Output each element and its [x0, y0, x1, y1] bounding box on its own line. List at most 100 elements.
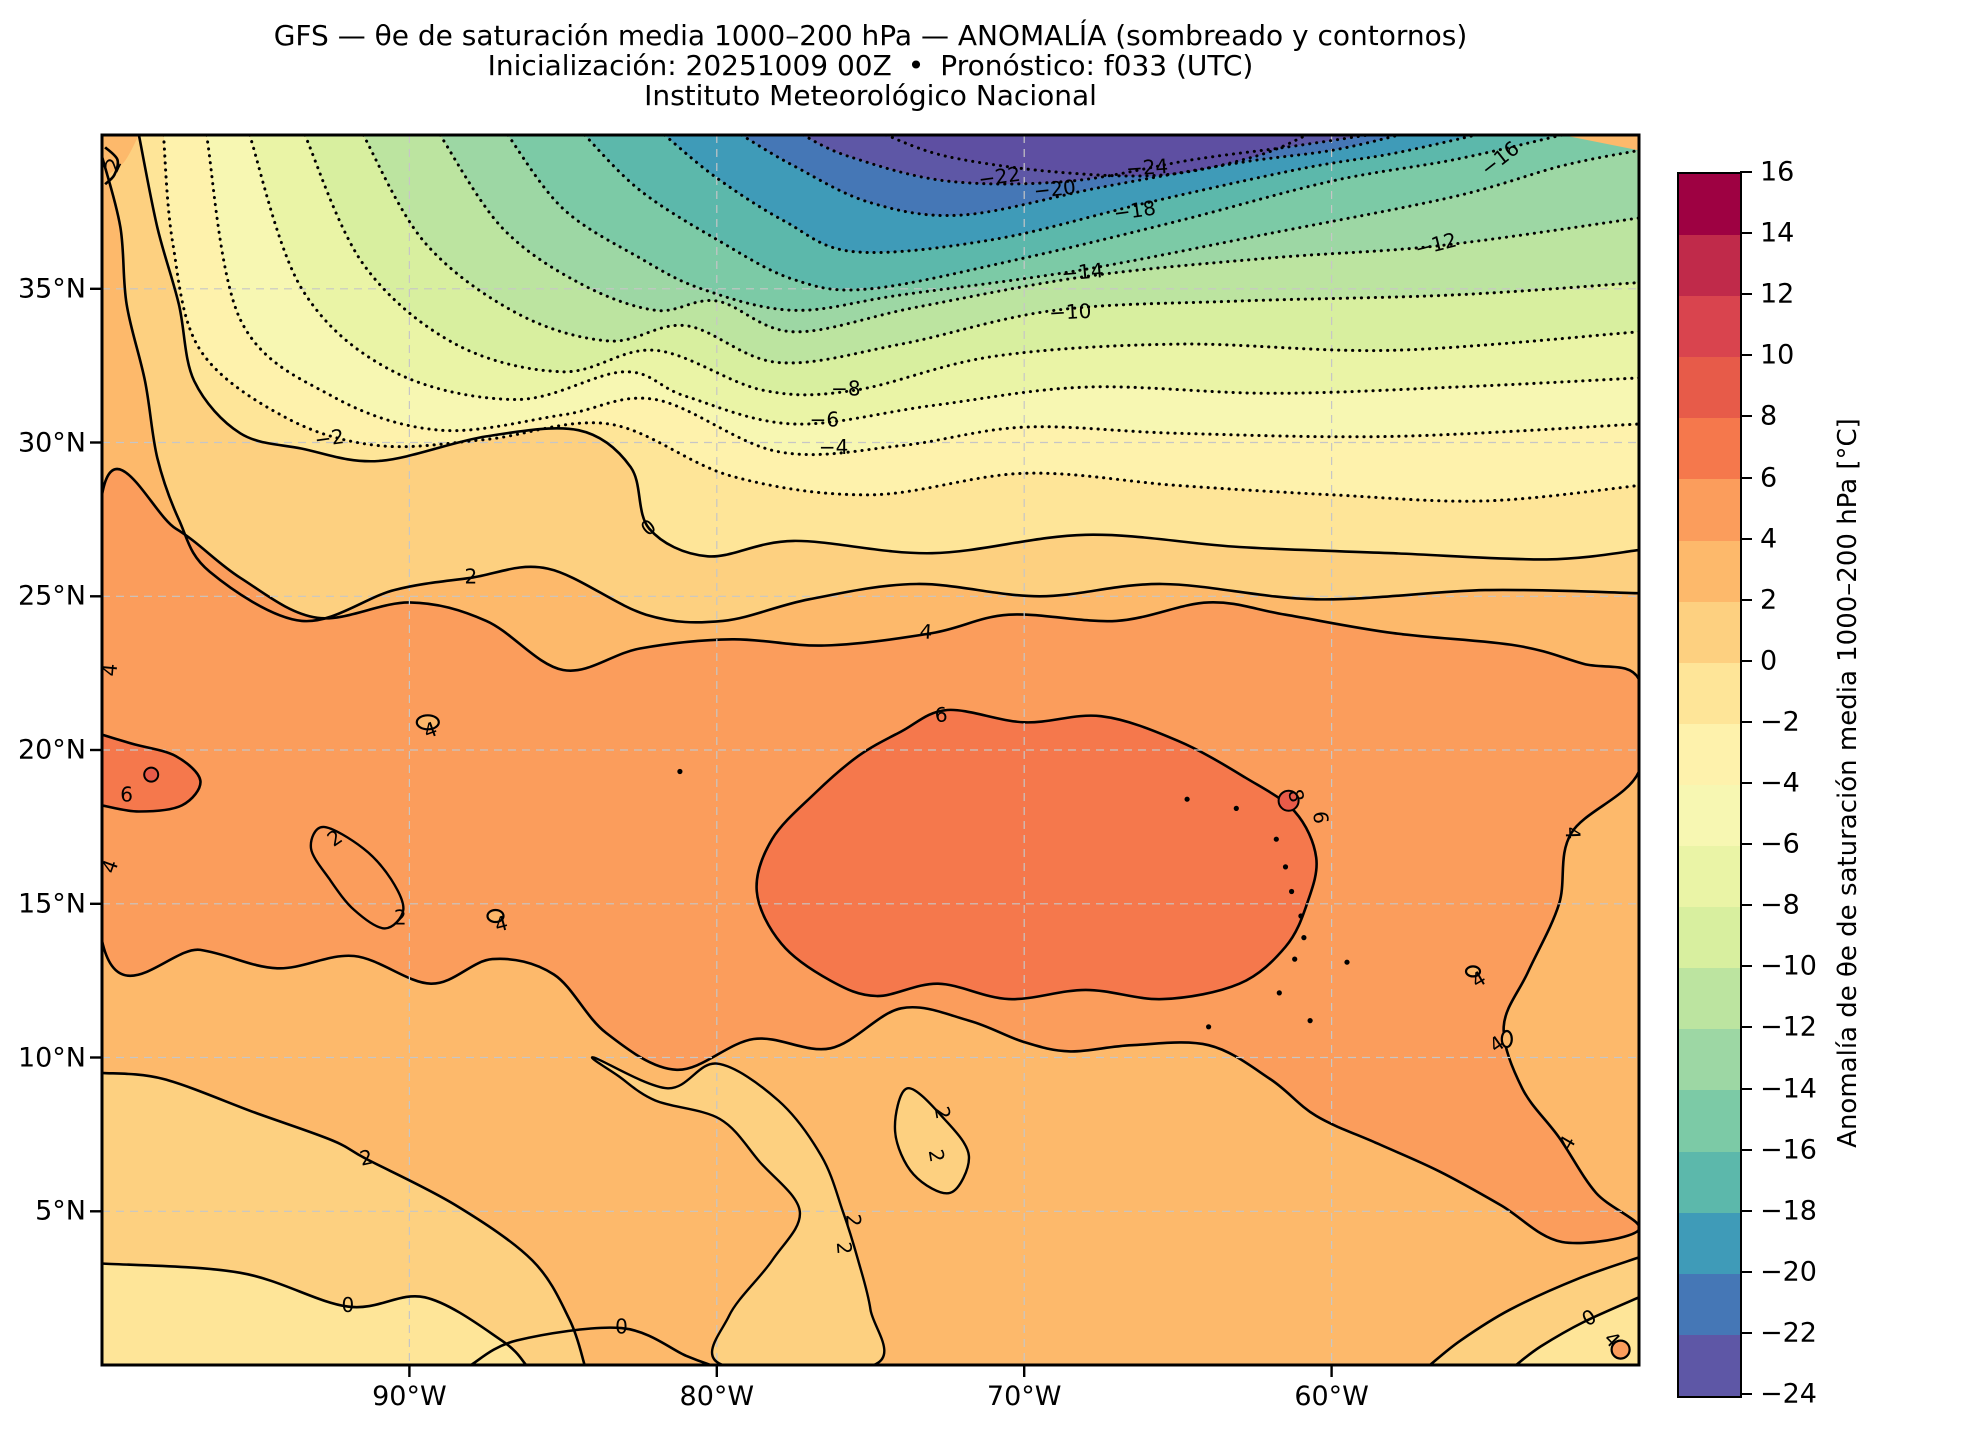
- filled-contour-band: [206, 135, 1639, 455]
- colorbar-tick-mark: [1740, 1148, 1752, 1151]
- colorbar-tick-mark: [1740, 1270, 1752, 1273]
- colorbar: [1677, 172, 1742, 1398]
- colorbar-tick-mark: [1740, 476, 1752, 479]
- contour-label: −20: [1032, 175, 1076, 203]
- colorbar-tick-label: −20: [1760, 1256, 1817, 1288]
- contour-line-solid: [893, 1087, 971, 1195]
- small-island-dot: [1273, 836, 1279, 842]
- contour-label: 0: [342, 1293, 355, 1317]
- institution-line: Instituto Meteorológico Nacional: [644, 79, 1097, 112]
- filled-contour-band: [102, 135, 139, 178]
- x-tick-label: 70°W: [986, 1381, 1062, 1412]
- contour-label: −6: [810, 408, 839, 432]
- colorbar-segment: [1679, 1151, 1740, 1213]
- colorbar-tick-mark: [1740, 232, 1752, 235]
- colorbar-tick-label: −14: [1760, 1073, 1817, 1104]
- colorbar-tick-label: −22: [1760, 1317, 1817, 1349]
- small-island-dot: [677, 768, 683, 775]
- colorbar-tick-mark: [1740, 293, 1752, 296]
- colorbar-tick-label: −6: [1760, 828, 1800, 860]
- filled-contour-band: [163, 135, 1639, 502]
- colorbar-tick-label: 16: [1760, 156, 1795, 188]
- contour-label: 4: [492, 911, 511, 937]
- small-contour-loop: [1464, 965, 1482, 978]
- contour-label: 6: [933, 702, 948, 727]
- colorbar-tick-label: 8: [1760, 400, 1778, 432]
- contour-line-solid: [309, 825, 405, 930]
- contour-line-solid: [104, 146, 120, 186]
- init-time: Inicialización: 20251009 00Z: [487, 49, 892, 82]
- contour-line-dotted: [438, 135, 1639, 334]
- contour-label: −10: [1049, 299, 1092, 325]
- contour-label: 2: [924, 1147, 950, 1164]
- contour-label: 2: [465, 564, 478, 588]
- colorbar-segment: [1679, 1029, 1740, 1091]
- x-tick-label: 80°W: [679, 1381, 755, 1412]
- small-island-dot: [1282, 864, 1289, 870]
- contour-line-solid: [102, 156, 1639, 624]
- filled-contour-band: [249, 135, 1639, 425]
- contour-label: −8: [831, 377, 860, 401]
- contour-line-dotted: [303, 135, 1639, 397]
- colorbar-tick-mark: [1740, 904, 1752, 907]
- contour-label: −4: [819, 435, 848, 459]
- filled-contour-band: [664, 135, 1477, 253]
- contour-label: 2: [841, 1213, 866, 1228]
- colorbar-tick-label: −12: [1760, 1011, 1817, 1043]
- colorbar-tick-mark: [1740, 1209, 1752, 1212]
- filled-contour-band: [102, 1263, 527, 1365]
- contour-label: −18: [1112, 196, 1157, 226]
- map-frame: [100, 133, 1641, 1367]
- colorbar-tick-mark: [1740, 720, 1752, 723]
- small-contour-loop: [486, 908, 505, 924]
- small-island-dot: [1307, 1018, 1313, 1024]
- contour-label: 8: [1283, 786, 1309, 805]
- x-tick-label: 90°W: [372, 1381, 447, 1412]
- x-tick-label: 60°W: [1294, 1381, 1369, 1412]
- contour-line-solid: [102, 1262, 528, 1365]
- small-island-dot: [1206, 1024, 1212, 1030]
- contour-line-solid: [590, 1056, 886, 1365]
- filled-contour-band: [304, 135, 1639, 395]
- y-tick-label: 5°N: [35, 1195, 86, 1227]
- contour-line-dotted: [583, 135, 1564, 292]
- colorbar-tick-label: 4: [1760, 523, 1778, 555]
- small-contour-loop: [415, 714, 440, 731]
- small-island-dot: [1289, 888, 1295, 895]
- contour-line-solid: [470, 1326, 712, 1365]
- contour-label: 2: [930, 1104, 956, 1121]
- contour-label: 6: [1308, 810, 1333, 825]
- colorbar-tick-mark: [1740, 171, 1752, 173]
- small-island-dot: [1292, 956, 1298, 962]
- small-island-dot: [1233, 805, 1239, 812]
- contour-label: 0: [615, 1315, 628, 1339]
- colorbar-segment: [1679, 540, 1740, 602]
- y-tick-label: 30°N: [17, 427, 86, 458]
- small-island-dot: [1301, 935, 1307, 941]
- contour-line-solid: [102, 733, 202, 813]
- contour-8-spot: [1277, 789, 1300, 812]
- small-island-dot: [1184, 796, 1190, 802]
- chart-title: GFS — θe de saturación media 1000–200 hP…: [273, 19, 1468, 52]
- contour-line-dotted: [884, 135, 1309, 178]
- colorbar-segment: [1679, 357, 1740, 419]
- contour-line-dotted: [739, 135, 1401, 217]
- colorbar-tick-label: 14: [1760, 217, 1795, 249]
- colorbar-segment: [1679, 1273, 1740, 1335]
- filled-contour-band: [440, 135, 1639, 332]
- contour-label: −24: [1125, 154, 1169, 181]
- y-tick-label: 15°N: [17, 888, 86, 920]
- colorbar-tick-mark: [1740, 354, 1752, 357]
- colorbar-tick-mark: [1740, 1393, 1752, 1395]
- contour-line-dotted: [801, 135, 1370, 186]
- small-contour-loop: [1500, 1029, 1513, 1049]
- colorbar-segment: [1679, 662, 1740, 724]
- colorbar-tick-label: 10: [1760, 339, 1795, 371]
- small-island-dot: [1298, 913, 1304, 919]
- colorbar-segment: [1679, 1090, 1740, 1152]
- contour-line-dotted: [506, 135, 1639, 312]
- contour-label: 4: [1561, 826, 1585, 840]
- colorbar-tick-mark: [1740, 1026, 1752, 1029]
- contour-label: −2: [313, 424, 346, 452]
- contour-line-dotted: [663, 135, 1478, 255]
